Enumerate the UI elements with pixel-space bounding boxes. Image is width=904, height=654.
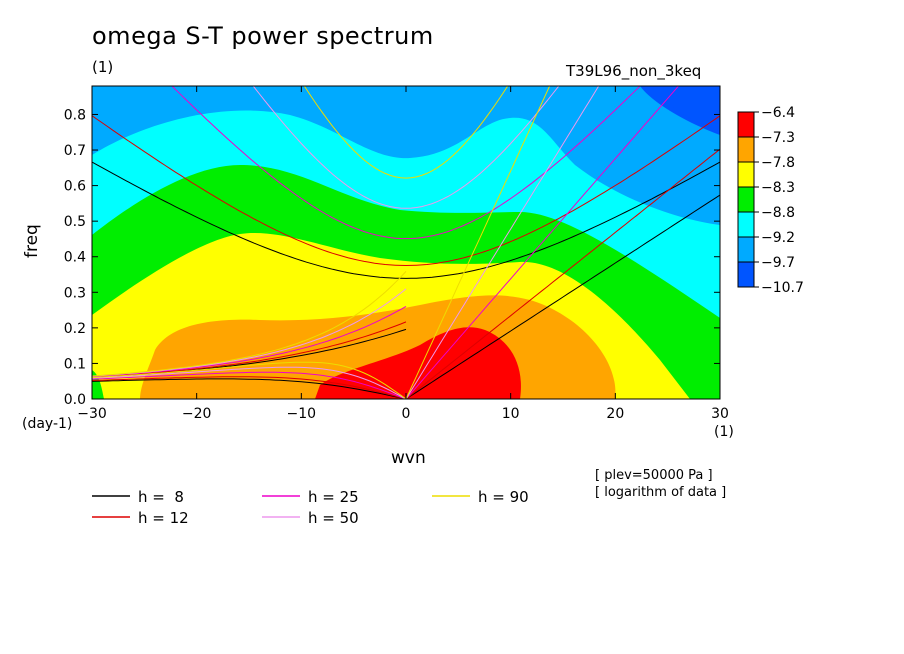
colorbar-label: −10.7: [761, 280, 804, 296]
colorbar-swatch: [737, 211, 755, 238]
x-tick-label: 10: [502, 406, 520, 422]
colorbar-swatch: [737, 261, 755, 288]
dispersion-curve-h12: [405, 148, 720, 399]
colorbar-label: −8.3: [761, 180, 795, 196]
y-tick-label: 0.0: [64, 392, 86, 408]
colorbar-label: −7.8: [761, 155, 795, 171]
colorbar: −6.4 −7.3 −7.8 −8.3 −8.8 −9.2 −9.7 −10.7: [737, 105, 804, 296]
colorbar-label: −7.3: [761, 130, 795, 146]
colorbar-swatch: [737, 136, 755, 163]
dispersion-curves: [92, 86, 720, 399]
dispersion-curve-h50: [92, 366, 407, 399]
x-tick-label: −10: [287, 406, 317, 422]
fill-red: [315, 327, 521, 399]
y-unit-bottom: (day-1): [22, 416, 73, 432]
dispersion-curve-h12: [92, 376, 407, 399]
y-tick-label: 0.3: [64, 285, 86, 301]
legend: h = 8 h = 12 h = 25 h = 50 h = 90: [92, 488, 529, 527]
y-tick-label: 0.7: [64, 143, 86, 159]
dispersion-curve-h25: [92, 305, 407, 378]
colorbar-label: −9.7: [761, 255, 795, 271]
x-axis-label: wvn: [391, 448, 426, 468]
run-id-label: T39L96_non_3keq: [566, 62, 702, 80]
y-tick-label: 0.5: [64, 214, 86, 230]
axes: −30 −20 −10 0 10 20 30 0.0 0.1 0.2 0.3 0.4 0.5 0.6 0.7…: [64, 86, 729, 422]
dispersion-curve-h50: [252, 86, 560, 209]
dispersion-curve-h90: [92, 361, 407, 399]
dispersion-curve-h90: [92, 271, 407, 377]
dispersion-curve-h8: [92, 378, 407, 399]
dispersion-curve-h12: [92, 115, 720, 267]
y-unit-top: (1): [92, 58, 114, 76]
y-tick-label: 0.1: [64, 356, 86, 372]
dispersion-curve-h90: [303, 86, 509, 179]
colorbar-swatch: [737, 111, 755, 138]
dispersion-curve-h50: [405, 86, 600, 399]
colorbar-swatch: [737, 186, 755, 213]
chart-title: omega S-T power spectrum: [92, 22, 434, 50]
note-plev: [ plev=50000 Pa ]: [595, 468, 713, 483]
colorbar-swatch: [737, 161, 755, 188]
dispersion-curve-h90: [405, 86, 551, 399]
colorbar-label: −9.2: [761, 230, 795, 246]
dispersion-curve-h25: [92, 371, 407, 399]
y-tick-label: 0.2: [64, 321, 86, 337]
y-tick-label: 0.6: [64, 179, 86, 195]
x-tick-label: −30: [77, 406, 107, 422]
y-tick-label: 0.4: [64, 250, 86, 266]
x-unit: (1): [714, 424, 734, 440]
dispersion-curve-h12: [92, 321, 407, 378]
x-tick-label: −20: [182, 406, 212, 422]
x-tick-label: 30: [711, 406, 729, 422]
dispersion-curve-h8: [405, 194, 720, 399]
x-tick-label: 20: [606, 406, 624, 422]
legend-label-h50: h = 50: [308, 509, 359, 527]
dispersion-curve-h25: [405, 86, 680, 399]
colorbar-label: −6.4: [761, 105, 795, 121]
legend-label-h25: h = 25: [308, 488, 359, 506]
dispersion-curve-h8: [92, 161, 720, 279]
dispersion-curve-h25: [171, 86, 641, 240]
legend-label-h90: h = 90: [478, 488, 529, 506]
legend-label-h12: h = 12: [138, 509, 189, 527]
x-tick-label: 0: [402, 406, 411, 422]
note-log: [ logarithm of data ]: [595, 485, 727, 500]
y-tick-label: 0.8: [64, 107, 86, 123]
colorbar-label: −8.8: [761, 205, 795, 221]
contour-fill-layer: [92, 86, 720, 399]
fill-blue-corner: [650, 86, 720, 130]
legend-label-h8: h = 8: [138, 488, 184, 506]
colorbar-swatch: [737, 236, 755, 263]
